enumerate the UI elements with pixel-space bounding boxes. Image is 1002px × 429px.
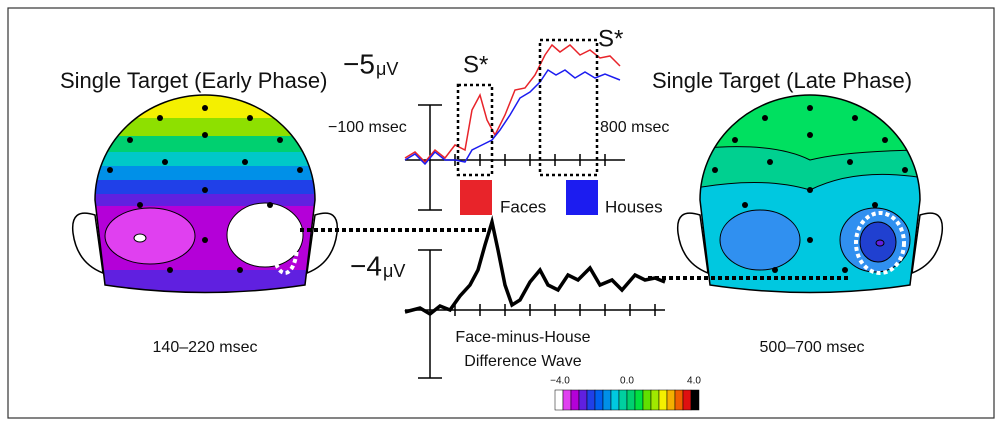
legend-label: Faces (500, 197, 546, 216)
colorbar-tick: 4.0 (687, 376, 701, 387)
figure: Single Target (Early Phase) Single Targe… (0, 0, 1002, 429)
time-window: 140–220 msec (153, 339, 258, 356)
significance-label: S* (598, 25, 623, 52)
time-label: −100 msec (328, 119, 407, 136)
legend-swatch (460, 180, 492, 215)
scale-value: −4 (350, 250, 382, 281)
colorbar (555, 390, 699, 410)
map-title: Single Target (Late Phase) (652, 68, 912, 93)
time-window: 500–700 msec (760, 339, 865, 356)
colorbar-tick: 0.0 (620, 376, 634, 387)
scale-unit: μV (383, 261, 405, 281)
left-scalp-map (73, 90, 338, 310)
scale-unit: μV (376, 59, 398, 79)
legend-label: Houses (605, 197, 663, 216)
wave-label: Difference Wave (464, 353, 581, 370)
significance-label: S* (463, 51, 488, 78)
wave-label: Face-minus-House (455, 329, 590, 346)
legend-swatch (566, 180, 598, 215)
colorbar-tick: −4.0 (550, 376, 570, 387)
time-label: 800 msec (600, 119, 669, 136)
map-title: Single Target (Early Phase) (60, 68, 327, 93)
scale-value: −5 (343, 48, 375, 79)
